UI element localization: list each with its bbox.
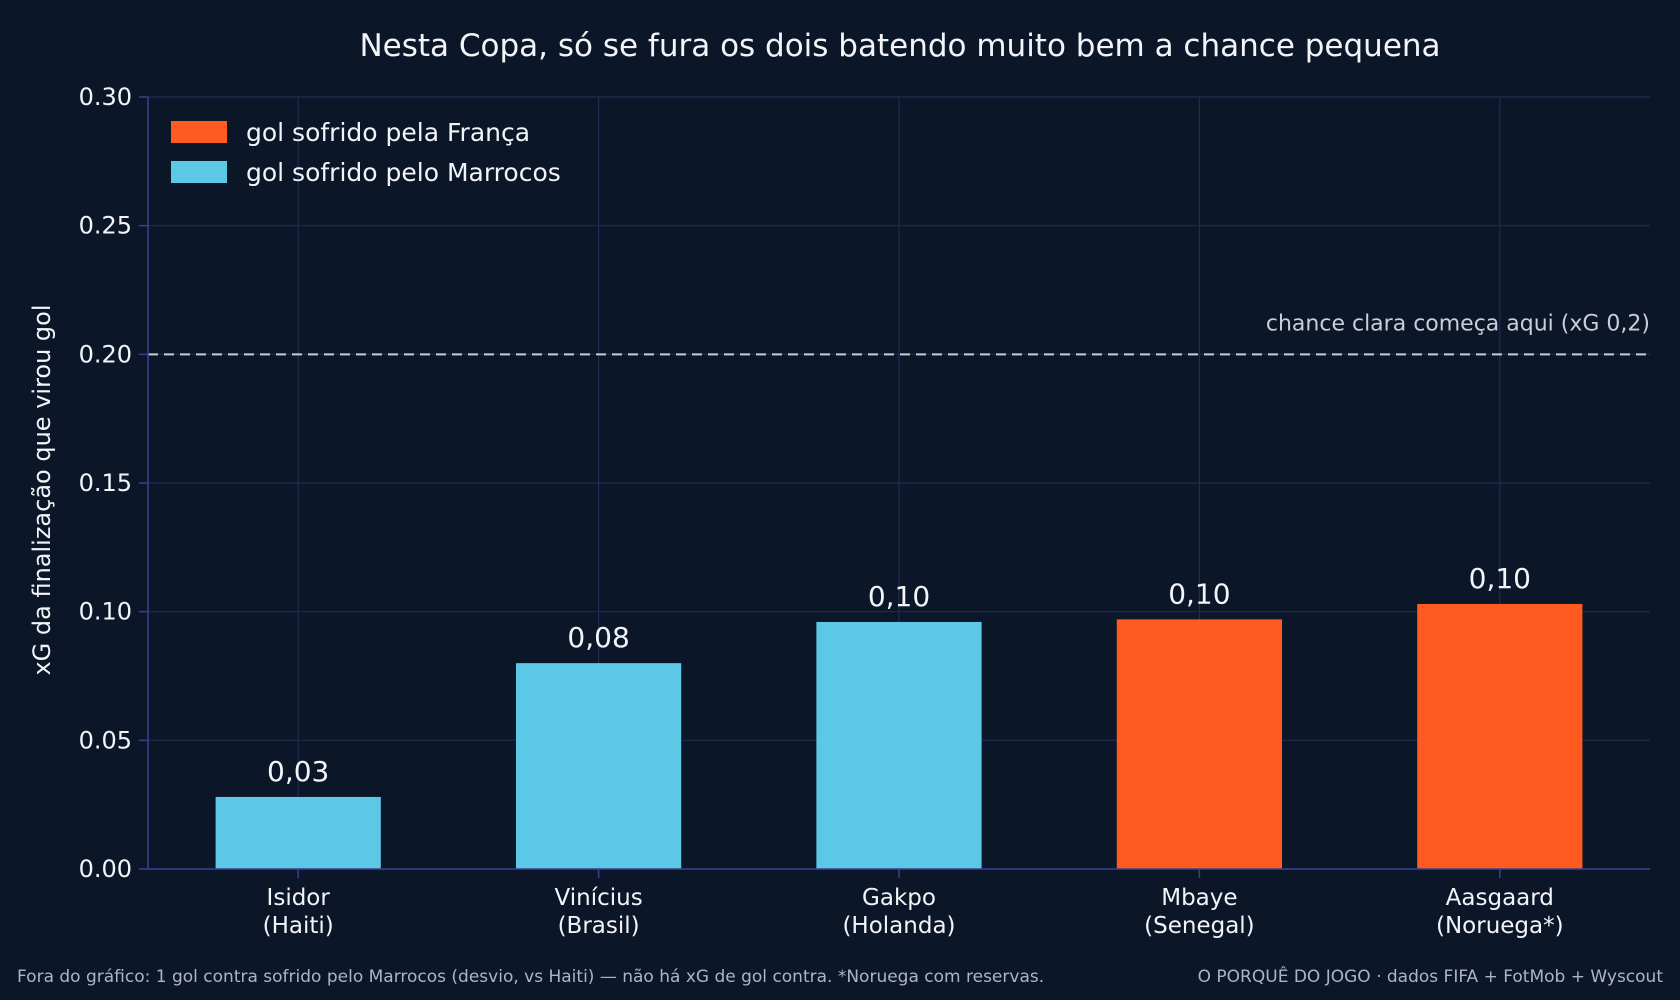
y-tick-label: 0.25	[79, 212, 132, 240]
x-tick-sublabel: (Haiti)	[263, 913, 334, 939]
legend-label-morocco: gol sofrido pelo Marrocos	[246, 158, 561, 187]
x-tick-label: Mbaye	[1161, 885, 1237, 911]
chart-title: Nesta Copa, só se fura os dois batendo m…	[359, 28, 1440, 64]
bar	[1417, 603, 1583, 869]
axes: 0.00 0.05 0.10 0.15 0.20 0.25 0.30 Isidor(Haiti…	[79, 83, 1650, 939]
bar-value-label: 0,10	[1168, 577, 1230, 610]
x-tick-sublabel: (Senegal)	[1144, 913, 1255, 939]
bar	[816, 621, 982, 869]
bar	[515, 663, 682, 869]
legend-swatch-morocco	[171, 161, 227, 183]
legend-label-france: gol sofrido pela França	[246, 118, 530, 147]
footer-credit: O PORQUÊ DO JOGO · dados FIFA + FotMob +…	[1198, 965, 1664, 987]
x-tick-label: Aasgaard	[1446, 885, 1554, 911]
legend-swatch-france	[171, 121, 227, 143]
legend: gol sofrido pela França gol sofrido pelo…	[171, 118, 561, 187]
y-tick-label: 0.05	[79, 726, 132, 754]
y-tick-label: 0.15	[79, 469, 132, 497]
bar-value-label: 0,03	[267, 755, 329, 788]
grid-lines	[148, 96, 1650, 870]
y-axis-label: xG da finalização que virou gol	[28, 304, 56, 675]
y-tick-label: 0.00	[79, 855, 132, 883]
bar	[1116, 619, 1283, 869]
footer-note: Fora do gráfico: 1 gol contra sofrido pe…	[17, 967, 1044, 987]
x-tick-sublabel: (Noruega*)	[1436, 913, 1564, 939]
bar-value-label: 0,10	[868, 580, 930, 613]
x-tick-sublabel: (Holanda)	[842, 913, 955, 939]
x-tick-sublabel: (Brasil)	[558, 913, 640, 939]
bar	[215, 796, 381, 869]
bar-value-label: 0,10	[1469, 562, 1531, 595]
y-tick-label: 0.30	[79, 83, 132, 111]
y-tick-label: 0.20	[79, 340, 132, 368]
x-tick-label: Vinícius	[555, 885, 643, 911]
bar-value-label: 0,08	[567, 621, 629, 654]
reference-line-group: chance clara começa aqui (xG 0,2)	[148, 311, 1650, 356]
x-tick-label: Isidor	[267, 885, 331, 911]
reference-line-label: chance clara começa aqui (xG 0,2)	[1266, 311, 1650, 336]
y-tick-label: 0.10	[79, 598, 132, 626]
bars: 0,03 0,08 0,10 0,10 0,10	[215, 562, 1583, 869]
x-tick-label: Gakpo	[862, 885, 936, 911]
